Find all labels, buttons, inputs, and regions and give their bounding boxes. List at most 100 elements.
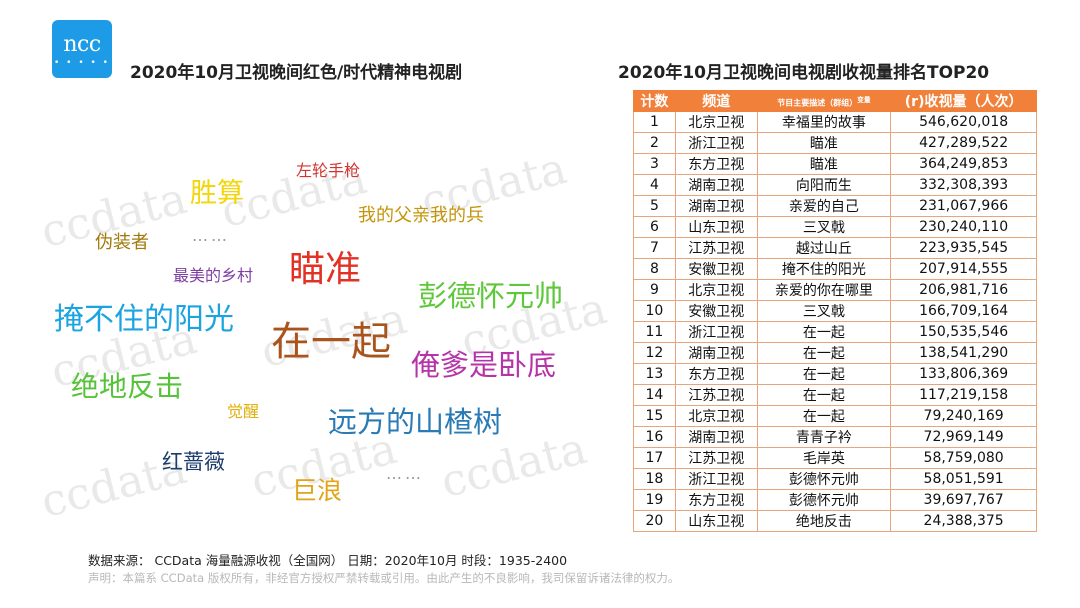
- cell-program: 亲爱的自己: [756, 195, 892, 217]
- word-cloud-item: 觉醒: [227, 402, 260, 421]
- cell-program: 彭德怀元帅: [756, 468, 892, 490]
- cell-channel: 湖南卫视: [674, 174, 758, 196]
- ellipsis: ……: [192, 226, 230, 245]
- word-cloud-item: 伪装者: [95, 232, 149, 253]
- table-row: 4 湖南卫视 向阳而生 332,308,393: [633, 174, 1037, 196]
- cell-views: 150,535,546: [890, 321, 1037, 343]
- table-row: 3 东方卫视 瞄准 364,249,853: [633, 153, 1037, 175]
- header-program-label: 节目主要描述（群组）: [777, 98, 858, 108]
- cell-channel: 湖南卫视: [674, 426, 758, 448]
- cell-rank: 13: [633, 363, 676, 385]
- cell-rank: 19: [633, 489, 676, 511]
- cell-views: 332,308,393: [890, 174, 1037, 196]
- cell-views: 39,697,767: [890, 489, 1037, 511]
- cell-program: 在一起: [756, 384, 892, 406]
- cell-program: 在一起: [756, 363, 892, 385]
- cell-channel: 湖南卫视: [674, 342, 758, 364]
- cell-views: 58,051,591: [890, 468, 1037, 490]
- data-source-note: 数据来源： CCData 海量融源收视（全国网） 日期：2020年10月 时段：…: [88, 553, 568, 568]
- cell-views: 231,067,966: [890, 195, 1037, 217]
- cell-rank: 3: [633, 153, 676, 175]
- cell-channel: 东方卫视: [674, 363, 758, 385]
- word-cloud-item: 在一起: [271, 319, 391, 365]
- cell-program: 向阳而生: [756, 174, 892, 196]
- ncc-logo: ncc • • • • •: [52, 20, 112, 78]
- cell-program: 在一起: [756, 342, 892, 364]
- word-cloud-item: 红蔷薇: [162, 450, 225, 474]
- cell-rank: 11: [633, 321, 676, 343]
- cell-views: 133,806,369: [890, 363, 1037, 385]
- cell-rank: 12: [633, 342, 676, 364]
- word-cloud-item: 最美的乡村: [173, 266, 254, 285]
- table-row: 13 东方卫视 在一起 133,806,369: [633, 363, 1037, 385]
- logo-dots: • • • • •: [54, 58, 110, 68]
- cell-program: 瞄准: [756, 132, 892, 154]
- table-row: 16 湖南卫视 青青子衿 72,969,149: [633, 426, 1037, 448]
- table-header-row: 计数 频道 节目主要描述（群组）变量 (r)收视量（人次）: [633, 90, 1037, 112]
- cell-program: 毛岸英: [756, 447, 892, 469]
- cell-views: 58,759,080: [890, 447, 1037, 469]
- cell-program: 幸福里的故事: [756, 111, 892, 133]
- cell-rank: 4: [633, 174, 676, 196]
- table-row: 8 安徽卫视 掩不住的阳光 207,914,555: [633, 258, 1037, 280]
- word-cloud-item: 掩不住的阳光: [54, 302, 234, 337]
- ranking-table-title: 2020年10月卫视晚间电视剧收视量排名TOP20: [618, 63, 990, 83]
- word-cloud-item: 远方的山楂树: [328, 405, 503, 439]
- table-row: 1 北京卫视 幸福里的故事 546,620,018: [633, 111, 1037, 133]
- cell-rank: 18: [633, 468, 676, 490]
- cell-program: 掩不住的阳光: [756, 258, 892, 280]
- table-body: 1 北京卫视 幸福里的故事 546,620,018 2 浙江卫视 瞄准 427,289,522…: [633, 111, 1037, 532]
- cell-program: 越过山丘: [756, 237, 892, 259]
- cell-views: 138,541,290: [890, 342, 1037, 364]
- word-cloud-item: 巨浪: [292, 476, 343, 505]
- cell-channel: 北京卫视: [674, 111, 758, 133]
- cell-rank: 17: [633, 447, 676, 469]
- word-cloud-item: 我的父亲我的兵: [358, 205, 484, 226]
- cell-views: 79,240,169: [890, 405, 1037, 427]
- cell-views: 207,914,555: [890, 258, 1037, 280]
- cell-rank: 5: [633, 195, 676, 217]
- cell-channel: 山东卫视: [674, 216, 758, 238]
- cell-rank: 15: [633, 405, 676, 427]
- table-row: 17 江苏卫视 毛岸英 58,759,080: [633, 447, 1037, 469]
- cell-program: 瞄准: [756, 153, 892, 175]
- header-rank: 计数: [633, 90, 676, 112]
- cell-program: 在一起: [756, 321, 892, 343]
- copyright-disclaimer: 声明：本篇系 CCData 版权所有，非经官方授权严禁转载或引用。由此产生的不良…: [88, 571, 680, 585]
- cell-views: 230,240,110: [890, 216, 1037, 238]
- cell-program: 绝地反击: [756, 510, 892, 532]
- cell-channel: 北京卫视: [674, 405, 758, 427]
- cell-rank: 10: [633, 300, 676, 322]
- table-row: 9 北京卫视 亲爱的你在哪里 206,981,716: [633, 279, 1037, 301]
- table-row: 5 湖南卫视 亲爱的自己 231,067,966: [633, 195, 1037, 217]
- header-program: 节目主要描述（群组）变量: [756, 90, 892, 112]
- cell-rank: 20: [633, 510, 676, 532]
- cell-views: 206,981,716: [890, 279, 1037, 301]
- cell-views: 364,249,853: [890, 153, 1037, 175]
- cell-channel: 湖南卫视: [674, 195, 758, 217]
- cell-channel: 江苏卫视: [674, 447, 758, 469]
- cell-program: 彭德怀元帅: [756, 489, 892, 511]
- cell-views: 72,969,149: [890, 426, 1037, 448]
- cell-rank: 9: [633, 279, 676, 301]
- cell-channel: 浙江卫视: [674, 132, 758, 154]
- cell-views: 24,388,375: [890, 510, 1037, 532]
- word-cloud-item: 胜算: [190, 178, 244, 209]
- logo-text: ncc: [63, 32, 101, 57]
- cell-views: 223,935,545: [890, 237, 1037, 259]
- cell-rank: 7: [633, 237, 676, 259]
- word-cloud-item: 俺爹是卧底: [411, 348, 557, 382]
- cell-views: 427,289,522: [890, 132, 1037, 154]
- cell-rank: 1: [633, 111, 676, 133]
- table-row: 6 山东卫视 三叉戟 230,240,110: [633, 216, 1037, 238]
- table-row: 7 江苏卫视 越过山丘 223,935,545: [633, 237, 1037, 259]
- cell-rank: 14: [633, 384, 676, 406]
- cell-rank: 6: [633, 216, 676, 238]
- cell-channel: 东方卫视: [674, 153, 758, 175]
- word-cloud-item: 绝地反击: [71, 370, 184, 403]
- table-row: 20 山东卫视 绝地反击 24,388,375: [633, 510, 1037, 532]
- cell-channel: 山东卫视: [674, 510, 758, 532]
- table-row: 2 浙江卫视 瞄准 427,289,522: [633, 132, 1037, 154]
- table-row: 18 浙江卫视 彭德怀元帅 58,051,591: [633, 468, 1037, 490]
